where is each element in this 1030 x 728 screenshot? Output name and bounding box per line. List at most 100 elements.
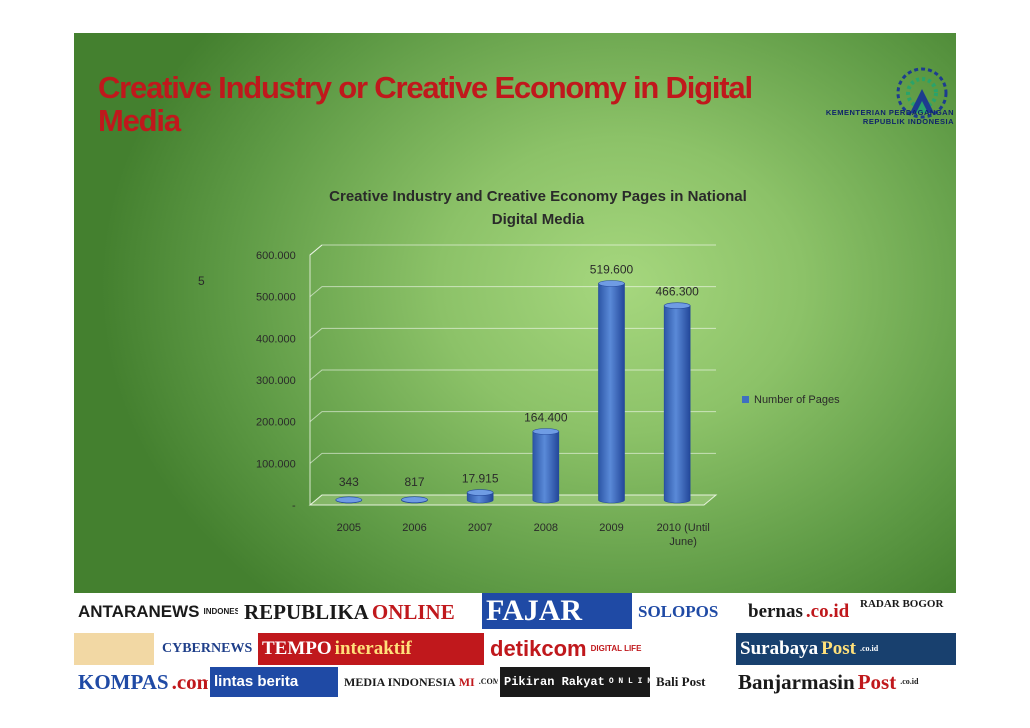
x-tick-label: 2009: [599, 522, 623, 534]
data-label: 17.915: [462, 472, 499, 486]
media-logo-accent: .co.id: [805, 601, 850, 622]
media-logo-sub: .co.id: [859, 644, 879, 653]
media-logo-text: ANTARANEWS: [78, 602, 200, 621]
ministry-logo: [896, 67, 948, 119]
bar: [532, 428, 560, 504]
gridline: [309, 327, 716, 339]
media-logo-strip: ANTARANEWSINDONESIA, ONE CLICK AWAY!REPU…: [74, 593, 956, 697]
gridline: [309, 286, 716, 298]
bar: [466, 489, 494, 504]
x-tick-label: 2010 (Until June): [657, 522, 710, 548]
radar-bogor-icon: RADAR BOGOR: [856, 593, 956, 615]
media-logo-accent: Post: [821, 638, 856, 659]
media-logo-text: Pikiran Rakyat: [504, 675, 605, 689]
banjarmasin-post-icon: Banjarmasin Post .co.id: [734, 667, 956, 697]
data-label: 164.400: [524, 411, 568, 425]
cybernews-icon: CYBERNEWS: [158, 633, 254, 665]
gridline: [309, 369, 716, 381]
bernas-icon: bernas .co.id: [744, 595, 854, 629]
bar-cap: [532, 428, 560, 435]
bar: [401, 496, 428, 504]
x-tick-label: 2008: [534, 522, 558, 534]
republika-icon: REPUBLIKA ONLINE: [240, 595, 476, 629]
detikcom-icon: detikcom DIGITAL LIFE: [486, 633, 736, 665]
slide: Creative Industry or Creative Economy in…: [74, 33, 956, 697]
media-logo-text: Banjarmasin: [738, 670, 855, 694]
chart-floor: [308, 494, 718, 506]
media-logo-text: detikcom: [490, 636, 587, 661]
lintas-berita-icon: lintas berita: [210, 667, 338, 697]
banjarbaru-icon: [74, 633, 154, 665]
chart-title: Creative Industry and Creative Economy P…: [329, 188, 747, 205]
media-logo-accent: interaktif: [334, 638, 412, 659]
gridline: [309, 411, 716, 423]
media-logo-sub: .COM: [478, 677, 498, 686]
slide-title: Creative Industry or Creative Economy in…: [98, 70, 753, 138]
bar-chart: Creative Industry and Creative Economy P…: [198, 188, 840, 548]
y-tick-label: 200.000: [256, 417, 296, 429]
data-label: 343: [339, 475, 359, 489]
data-label: 519.600: [590, 263, 634, 277]
antara-icon: ANTARANEWSINDONESIA, ONE CLICK AWAY!: [74, 595, 238, 629]
legend-swatch: [742, 396, 749, 403]
bar-body: [532, 431, 560, 504]
media-logo-accent: Post: [857, 670, 897, 694]
bar-cap: [663, 302, 691, 310]
bar: [598, 280, 625, 504]
media-logo-text: TEMPO: [262, 638, 332, 659]
y-tick-label: 500.000: [256, 292, 296, 304]
y-tick-label: 600.000: [256, 250, 296, 262]
data-label: 466.300: [655, 285, 699, 299]
bar-body: [663, 305, 691, 504]
media-logo-text: Bali Post: [656, 674, 706, 689]
ministry-emblem-icon: [896, 67, 948, 119]
media-logo-sub: INDONESIA, ONE CLICK AWAY!: [203, 607, 238, 616]
x-tick-label: 2007: [468, 522, 492, 534]
stray-label: 5: [198, 274, 205, 288]
media-logo-sub: DIGITAL LIFE: [590, 644, 642, 653]
media-logo-accent: ONLINE: [371, 600, 455, 624]
media-logo-text: RADAR BOGOR: [860, 598, 944, 610]
gridline: [309, 244, 716, 256]
legend-label: Number of Pages: [754, 394, 840, 406]
ministry-caption: KEMENTERIAN PERDAGANGAN REPUBLIK INDONES…: [825, 108, 954, 126]
bar-cap: [466, 489, 494, 496]
media-indonesia-icon: MEDIA INDONESIA MI .COM: [340, 667, 498, 697]
media-logo-text: Surabaya: [740, 638, 819, 659]
bali-post-icon: Bali Post: [652, 667, 732, 697]
media-logo-text: KOMPAS: [78, 670, 169, 694]
media-logo-text: bernas: [748, 601, 803, 622]
media-logo-sub: .co.id: [900, 677, 919, 686]
bar: [335, 496, 363, 504]
solopos-icon: SOLOPOS: [634, 595, 742, 629]
surabaya-post-icon: Surabaya Post .co.id: [736, 633, 956, 665]
bar-cap: [335, 496, 363, 504]
kompas-icon: KOMPAS .com: [74, 667, 208, 697]
x-tick-label: 2006: [402, 522, 426, 534]
media-logo-text: CYBERNEWS: [162, 641, 253, 656]
media-logo-sub: O N L I N E: [608, 677, 650, 686]
media-logo-text: lintas berita: [214, 673, 299, 690]
chart-title-line-2: Digital Media: [492, 211, 585, 228]
y-tick-label: 400.000: [256, 333, 296, 345]
media-logo-text: SOLOPOS: [638, 602, 719, 621]
y-tick-label: -: [292, 500, 296, 512]
fajar-icon: FAJAR: [482, 593, 632, 629]
gridline: [309, 452, 716, 464]
tempo-icon: TEMPO interaktif: [258, 633, 484, 665]
y-tick-label: 300.000: [256, 375, 296, 387]
media-logo-accent: .com: [171, 670, 208, 694]
media-logo-accent: MI: [458, 675, 475, 689]
bar: [663, 302, 691, 504]
media-logo-text: REPUBLIKA: [244, 600, 369, 624]
legend: Number of Pages: [742, 394, 840, 406]
y-tick-label: 100.000: [256, 458, 296, 470]
bar-cap: [598, 280, 625, 287]
media-logo-text: FAJAR: [486, 594, 583, 627]
bar-cap: [401, 496, 428, 503]
media-logo-text: MEDIA INDONESIA: [344, 675, 456, 689]
x-tick-label: 2005: [337, 522, 361, 534]
data-label: 817: [404, 475, 424, 489]
bar-body: [598, 283, 625, 504]
